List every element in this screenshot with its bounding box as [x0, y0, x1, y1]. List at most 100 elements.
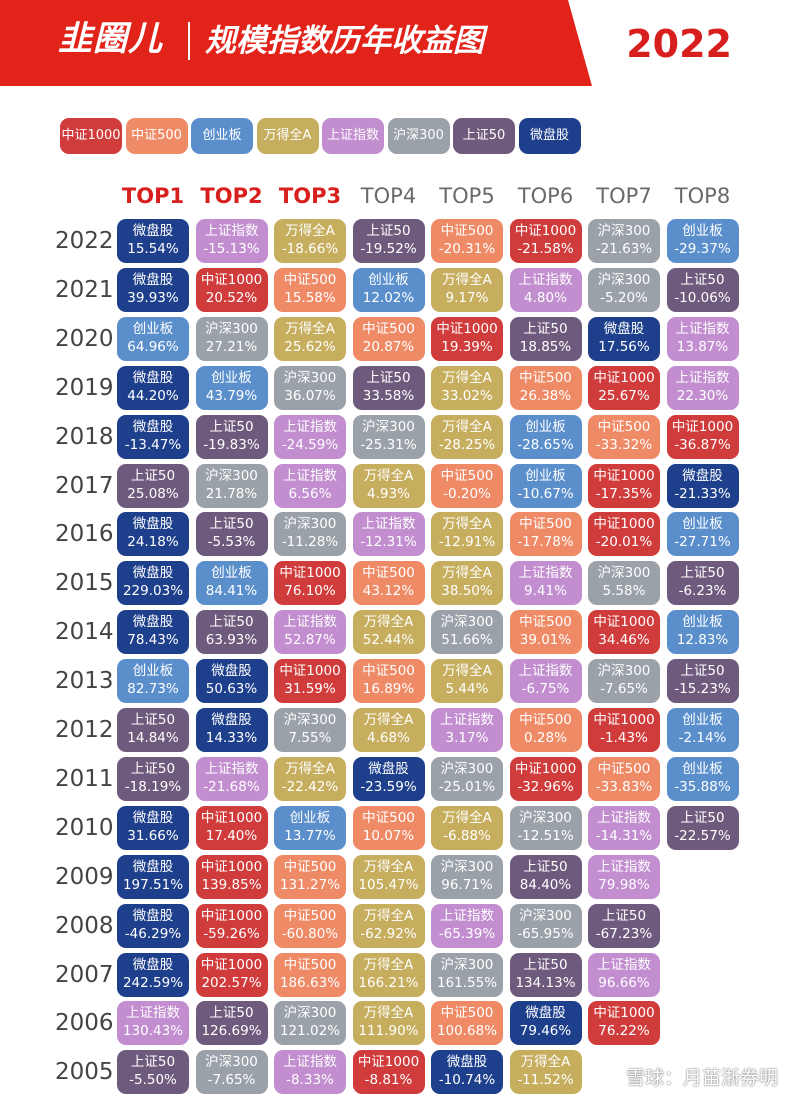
- rank-cell: 创业板 -29.37%: [666, 219, 739, 263]
- year-label-2012: 2012: [55, 717, 114, 743]
- cell-return-value: 126.69%: [201, 1023, 262, 1040]
- cell-index-name: 上证指数: [283, 1054, 337, 1071]
- rank-cell: 上证指数 4.80%: [509, 267, 582, 312]
- rank-cell: 中证500 39.01%: [509, 610, 582, 655]
- cell-return-value: -18.66%: [281, 241, 339, 257]
- rank-cell: 中证500 -33.83%: [588, 756, 660, 801]
- cell-return-value: -21.63%: [595, 241, 653, 257]
- cell-return-value: -6.23%: [678, 583, 727, 600]
- year-label-2005: 2005: [55, 1059, 114, 1086]
- rank-cell: 上证50 -67.23%: [588, 903, 660, 948]
- cell-return-value: 25.08%: [127, 485, 179, 502]
- cell-return-value: 12.83%: [676, 632, 729, 649]
- rank-cell: 中证500 0.28%: [509, 708, 582, 752]
- cell-return-value: -10.74%: [438, 1072, 496, 1089]
- cell-index-name: 中证1000: [279, 663, 341, 680]
- rank-cell: 微盘股 197.51%: [117, 854, 189, 899]
- cell-return-value: 13.77%: [284, 827, 336, 844]
- cell-index-name: 沪深300: [283, 1005, 337, 1022]
- year-label-2011: 2011: [55, 765, 114, 792]
- cell-return-value: -35.88%: [674, 778, 731, 795]
- rank-cell: 沪深300 -7.65%: [195, 1050, 268, 1095]
- year-label-2015: 2015: [55, 570, 114, 597]
- cell-return-value: 52.87%: [284, 632, 336, 649]
- rank-cell: 创业板 64.96%: [117, 316, 189, 361]
- rank-cell: 微盘股 -23.59%: [352, 756, 425, 801]
- cell-return-value: 79.98%: [598, 876, 650, 893]
- cell-index-name: 沪深300: [519, 907, 572, 924]
- cell-return-value: 34.46%: [598, 632, 650, 649]
- cell-index-name: 上证指数: [675, 320, 730, 337]
- cell-index-name: 沪深300: [597, 565, 651, 582]
- cell-index-name: 上证50: [366, 223, 411, 239]
- rank-cell: 上证指数 -6.75%: [509, 659, 582, 704]
- rank-cell: 微盘股 14.33%: [195, 708, 268, 752]
- cell-return-value: -11.52%: [517, 1072, 574, 1089]
- rank-cell: 中证500 -20.31%: [431, 219, 503, 263]
- cell-return-value: -25.31%: [360, 436, 417, 453]
- rank-cell: 中证1000 -21.58%: [509, 219, 582, 263]
- cell-return-value: 39.93%: [127, 289, 179, 306]
- cell-index-name: 沪深300: [440, 760, 494, 777]
- rank-cell: 中证500 26.38%: [509, 365, 582, 410]
- cell-index-name: 创业板: [132, 663, 174, 680]
- cell-index-name: 上证指数: [283, 614, 337, 631]
- rank-cell: 中证1000 31.59%: [274, 659, 346, 704]
- rank-cell: 中证1000 17.40%: [195, 805, 268, 850]
- rank-cell: 创业板 13.77%: [274, 805, 346, 850]
- rank-cell: 沪深300 36.07%: [274, 365, 346, 410]
- cell-return-value: 31.66%: [127, 827, 179, 844]
- cell-return-value: 52.44%: [362, 632, 415, 649]
- cell-index-name: 沪深300: [205, 467, 258, 484]
- rank-cell: 上证50 -10.06%: [666, 267, 739, 312]
- legend-chip: 沪深300: [387, 118, 450, 154]
- cell-index-name: 万得全A: [442, 663, 492, 680]
- rank-cell: 微盘股 15.54%: [117, 219, 189, 263]
- cell-index-name: 上证指数: [126, 1005, 180, 1022]
- rank-cell: 创业板 -27.71%: [666, 512, 739, 557]
- cell-index-name: 微盘股: [132, 516, 174, 533]
- brand-logo: 韭圈儿: [58, 19, 163, 59]
- cell-return-value: 105.47%: [358, 876, 419, 893]
- cell-return-value: 20.87%: [362, 338, 415, 355]
- rank-cell: 中证500 -0.20%: [431, 463, 503, 508]
- cell-return-value: -15.23%: [674, 681, 731, 698]
- rank-cell: 上证50 14.84%: [117, 708, 189, 752]
- cell-index-name: 中证500: [597, 760, 651, 777]
- cell-index-name: 上证50: [680, 271, 725, 288]
- rank-cell: 万得全A -28.25%: [431, 414, 503, 459]
- cell-index-name: 沪深300: [440, 956, 494, 973]
- rank-cell: 中证1000 -36.87%: [666, 414, 739, 459]
- rank-cell: 沪深300 51.66%: [431, 610, 503, 655]
- rank-cell: 上证50 -15.23%: [666, 659, 739, 704]
- legend-chip: 上证50: [453, 118, 515, 154]
- cell-return-value: 43.79%: [205, 387, 258, 404]
- cell-index-name: 创业板: [682, 223, 723, 239]
- cell-return-value: -29.37%: [674, 241, 731, 257]
- cell-index-name: 创业板: [682, 760, 723, 777]
- year-label-2022: 2022: [55, 228, 114, 254]
- rank-cell: 创业板 82.73%: [117, 659, 189, 704]
- cell-index-name: 中证1000: [357, 1054, 420, 1071]
- cell-index-name: 微盘股: [211, 663, 252, 680]
- legend-chip: 创业板: [191, 118, 253, 154]
- rank-header: TOP8: [674, 184, 731, 208]
- cell-index-name: 中证500: [283, 858, 337, 875]
- rank-cell: 万得全A 111.90%: [352, 1001, 425, 1046]
- rank-cell: 微盘股 31.66%: [117, 805, 189, 850]
- rank-cell: 沪深300 -12.51%: [509, 805, 582, 850]
- cell-index-name: 上证指数: [204, 223, 259, 239]
- cell-index-name: 上证50: [601, 907, 647, 924]
- rank-cell: 创业板 -35.88%: [666, 756, 739, 801]
- rank-cell: 上证指数 79.98%: [588, 854, 660, 899]
- rank-header: TOP4: [360, 184, 417, 208]
- cell-index-name: 沪深300: [283, 369, 337, 386]
- cell-return-value: 202.57%: [201, 974, 262, 991]
- cell-return-value: 25.67%: [598, 387, 650, 404]
- cell-index-name: 万得全A: [442, 565, 492, 582]
- cell-index-name: 上证指数: [597, 956, 651, 973]
- cell-return-value: -10.06%: [674, 289, 731, 306]
- cell-return-value: 15.54%: [127, 241, 179, 257]
- cell-index-name: 万得全A: [363, 467, 414, 484]
- cell-index-name: 上证指数: [361, 516, 416, 533]
